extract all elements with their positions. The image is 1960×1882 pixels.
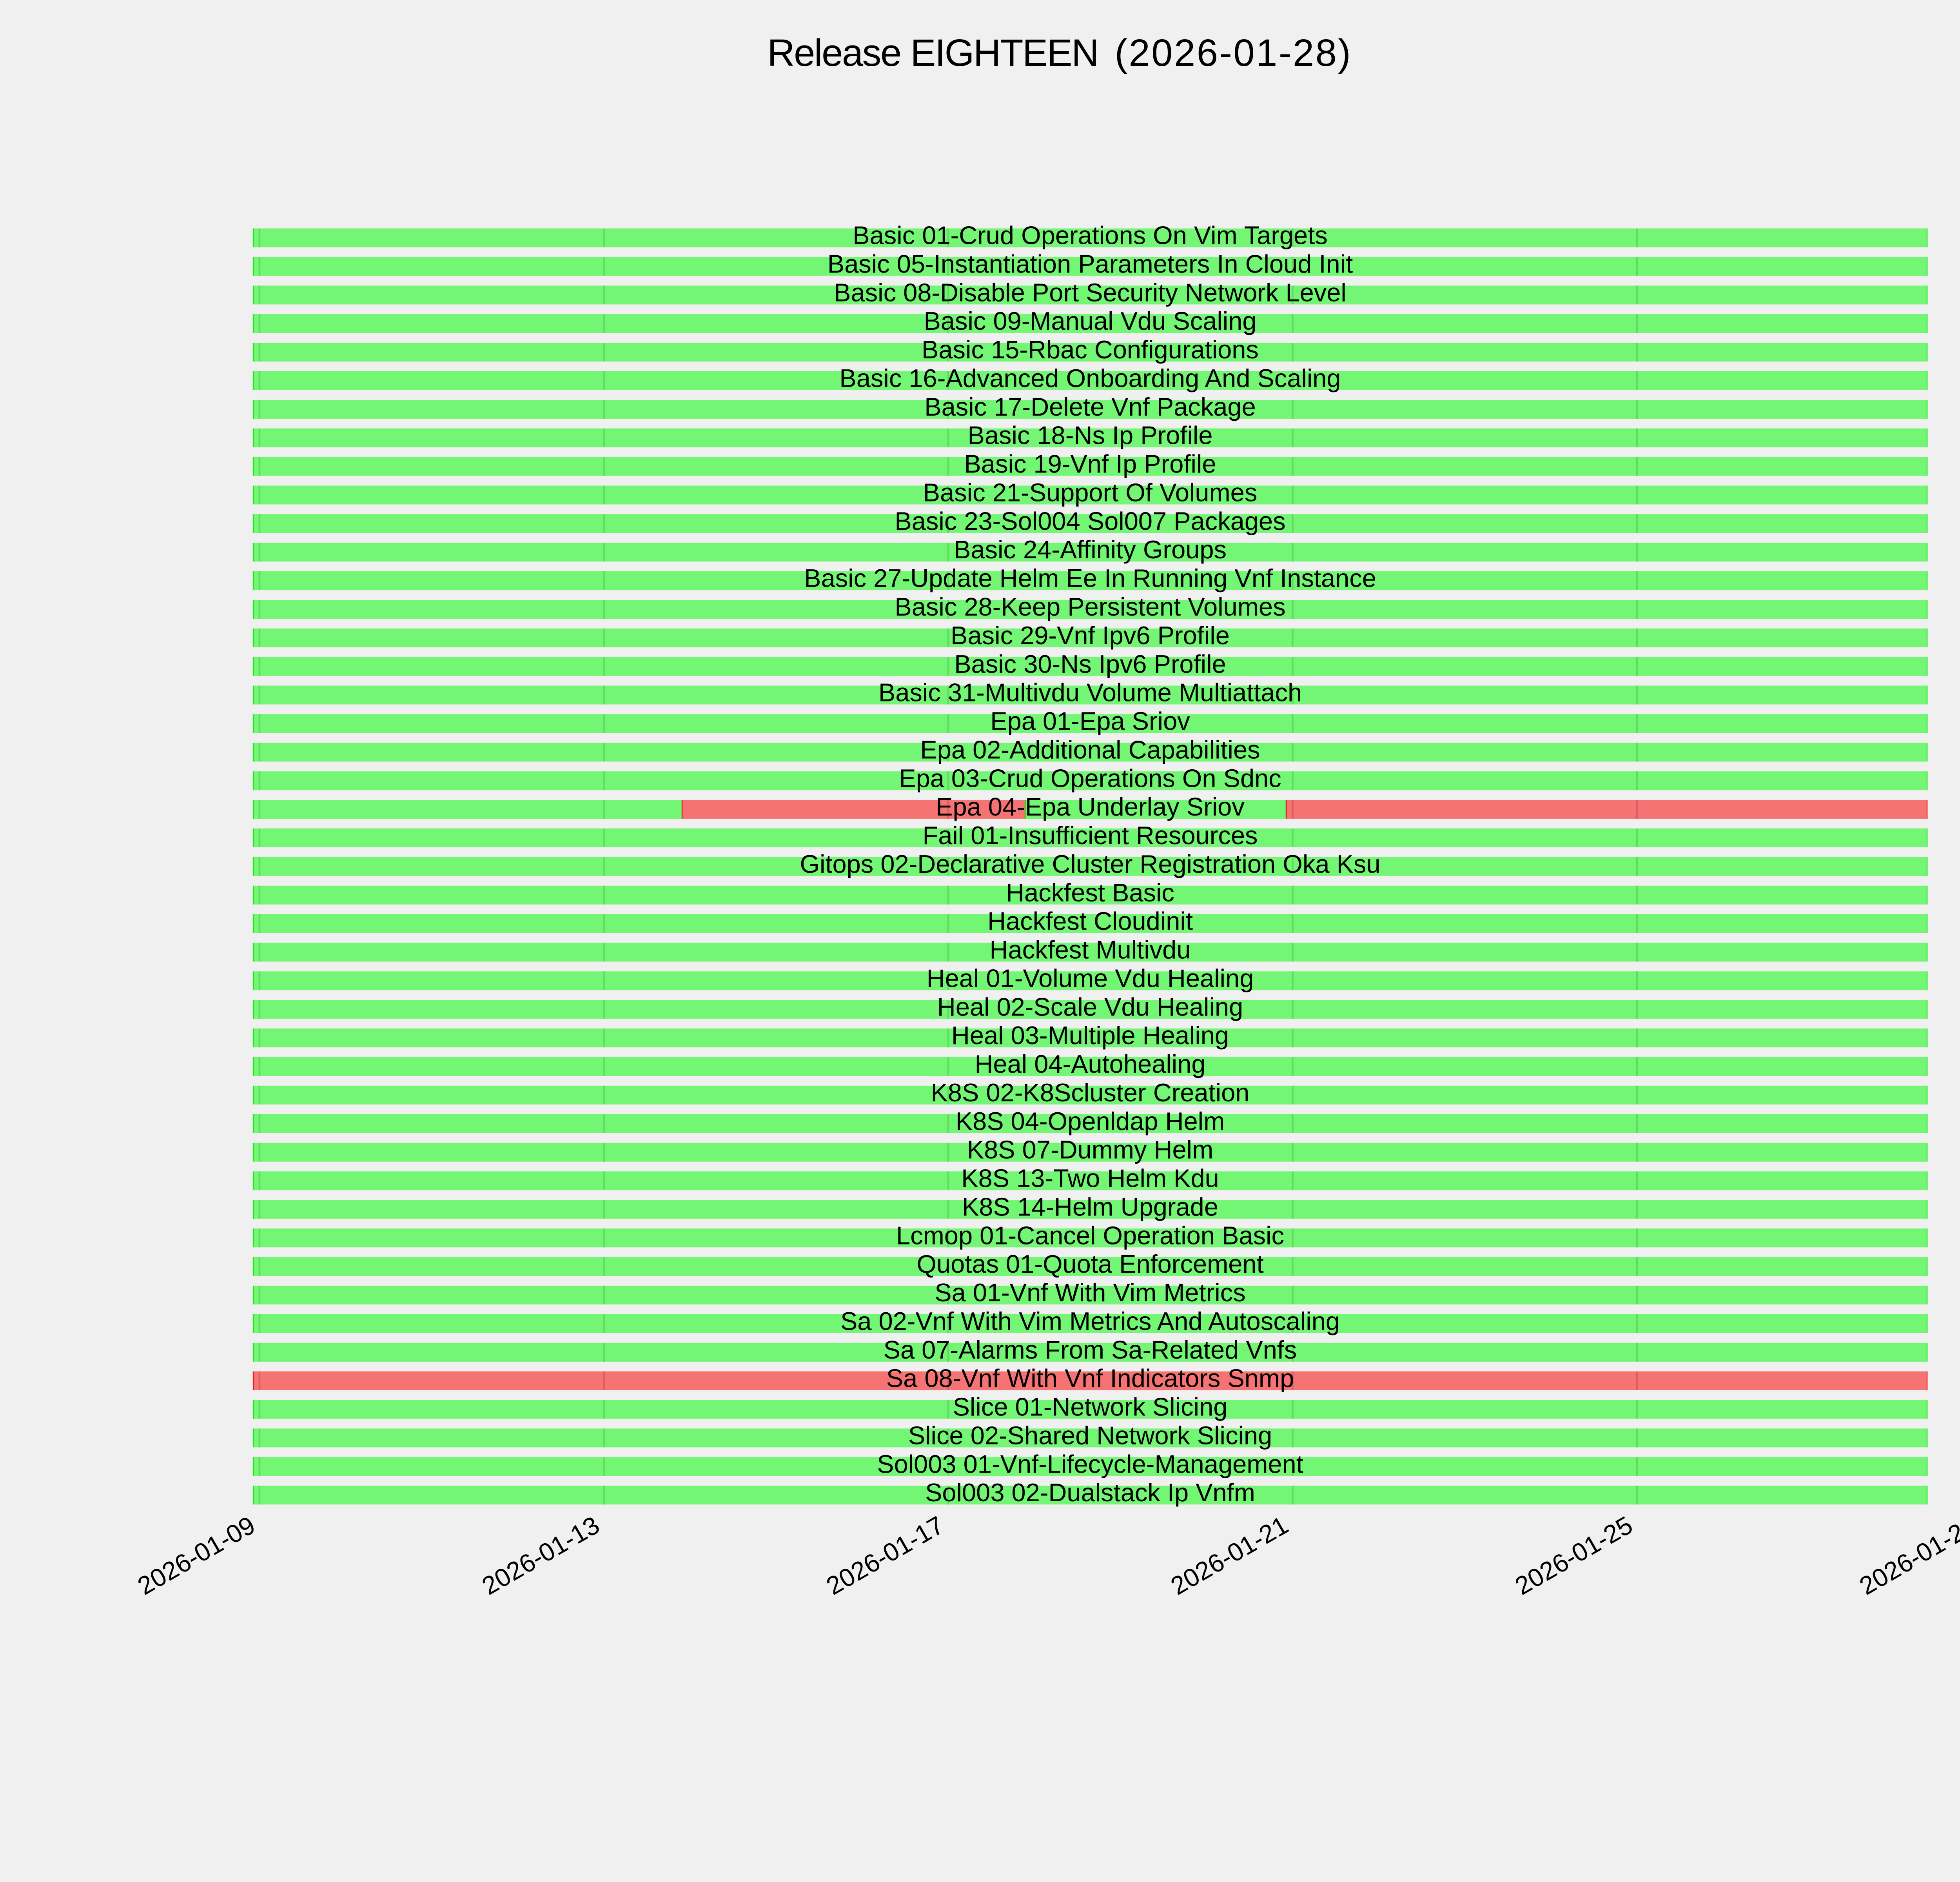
svg-text:Basic 15-Rbac Configurations: Basic 15-Rbac Configurations (922, 335, 1259, 364)
svg-text:Heal 02-Scale Vdu Healing: Heal 02-Scale Vdu Healing (937, 992, 1243, 1021)
svg-text:Basic 28-Keep Persistent Volum: Basic 28-Keep Persistent Volumes (895, 592, 1285, 621)
svg-text:Basic 09-Manual Vdu Scaling: Basic 09-Manual Vdu Scaling (924, 307, 1256, 335)
svg-text:Epa 01-Epa Sriov: Epa 01-Epa Sriov (990, 707, 1190, 736)
svg-text:K8S 14-Helm Upgrade: K8S 14-Helm Upgrade (962, 1192, 1218, 1221)
svg-text:Fail 01-Insufficient Resources: Fail 01-Insufficient Resources (922, 821, 1258, 850)
svg-text:K8S 02-K8Scluster Creation: K8S 02-K8Scluster Creation (931, 1078, 1250, 1107)
svg-text:Sa 02-Vnf With Vim Metrics And: Sa 02-Vnf With Vim Metrics And Autoscali… (840, 1307, 1340, 1335)
svg-text:Basic 01-Crud Operations On Vi: Basic 01-Crud Operations On Vim Targets (853, 221, 1327, 250)
svg-text:(2026-01-28): (2026-01-28) (1115, 31, 1352, 74)
svg-text:Sa 01-Vnf With Vim Metrics: Sa 01-Vnf With Vim Metrics (935, 1278, 1245, 1307)
svg-text:Basic 21-Support Of Volumes: Basic 21-Support Of Volumes (923, 478, 1258, 507)
svg-text:Heal 01-Volume Vdu Healing: Heal 01-Volume Vdu Healing (927, 964, 1254, 992)
svg-text:K8S 04-Openldap Helm: K8S 04-Openldap Helm (956, 1107, 1225, 1135)
svg-text:Sa 07-Alarms From Sa-Related V: Sa 07-Alarms From Sa-Related Vnfs (884, 1335, 1297, 1364)
svg-text:Basic 18-Ns Ip Profile: Basic 18-Ns Ip Profile (968, 421, 1213, 450)
svg-text:Epa 02-Additional Capabilities: Epa 02-Additional Capabilities (920, 735, 1260, 764)
svg-text:K8S 07-Dummy Helm: K8S 07-Dummy Helm (967, 1135, 1213, 1164)
svg-text:Basic 31-Multivdu Volume Multi: Basic 31-Multivdu Volume Multiattach (878, 678, 1302, 707)
svg-text:Basic 17-Delete Vnf Package: Basic 17-Delete Vnf Package (924, 392, 1256, 421)
svg-text:Sol003 01-Vnf-Lifecycle-Manage: Sol003 01-Vnf-Lifecycle-Management (877, 1450, 1303, 1478)
svg-text:Heal 03-Multiple Healing: Heal 03-Multiple Healing (951, 1021, 1229, 1050)
svg-text:Epa 04-Epa Underlay Sriov: Epa 04-Epa Underlay Sriov (936, 792, 1245, 821)
svg-text:Hackfest Cloudinit: Hackfest Cloudinit (987, 907, 1193, 936)
svg-text:Basic 16-Advanced Onboarding A: Basic 16-Advanced Onboarding And Scaling (839, 364, 1341, 392)
svg-text:Sol003 02-Dualstack Ip Vnfm: Sol003 02-Dualstack Ip Vnfm (925, 1478, 1255, 1507)
svg-text:Quotas 01-Quota Enforcement: Quotas 01-Quota Enforcement (916, 1250, 1263, 1278)
svg-text:Basic 08-Disable Port Security: Basic 08-Disable Port Security Network L… (834, 278, 1347, 307)
svg-text:Heal 04-Autohealing: Heal 04-Autohealing (975, 1050, 1205, 1078)
svg-text:Basic 27-Update Helm Ee In Run: Basic 27-Update Helm Ee In Running Vnf I… (804, 564, 1376, 592)
svg-text:Epa 03-Crud Operations On Sdnc: Epa 03-Crud Operations On Sdnc (899, 764, 1281, 792)
svg-text:Hackfest Multivdu: Hackfest Multivdu (990, 936, 1191, 964)
svg-text:Sa 08-Vnf With Vnf Indicators: Sa 08-Vnf With Vnf Indicators Snmp (886, 1364, 1294, 1393)
svg-text:Gitops 02-Declarative Cluster: Gitops 02-Declarative Cluster Registrati… (800, 850, 1380, 878)
svg-text:Slice 01-Network Slicing: Slice 01-Network Slicing (953, 1393, 1228, 1421)
svg-text:K8S 13-Two Helm Kdu: K8S 13-Two Helm Kdu (961, 1164, 1219, 1193)
svg-text:Basic 30-Ns Ipv6 Profile: Basic 30-Ns Ipv6 Profile (954, 650, 1226, 678)
svg-text:Basic 24-Affinity Groups: Basic 24-Affinity Groups (954, 535, 1227, 564)
svg-text:Basic 19-Vnf Ip Profile: Basic 19-Vnf Ip Profile (964, 450, 1216, 478)
svg-text:Basic 23-Sol004 Sol007 Package: Basic 23-Sol004 Sol007 Packages (895, 507, 1285, 535)
svg-text:Release EIGHTEEN: Release EIGHTEEN (767, 31, 1098, 74)
svg-text:Hackfest Basic: Hackfest Basic (1006, 878, 1174, 907)
svg-text:Slice 02-Shared Network Slicin: Slice 02-Shared Network Slicing (908, 1421, 1272, 1450)
svg-text:Lcmop 01-Cancel Operation Basi: Lcmop 01-Cancel Operation Basic (896, 1221, 1284, 1250)
svg-text:Basic 05-Instantiation Paramet: Basic 05-Instantiation Parameters In Clo… (828, 250, 1353, 278)
svg-text:Basic 29-Vnf Ipv6 Profile: Basic 29-Vnf Ipv6 Profile (951, 621, 1230, 650)
